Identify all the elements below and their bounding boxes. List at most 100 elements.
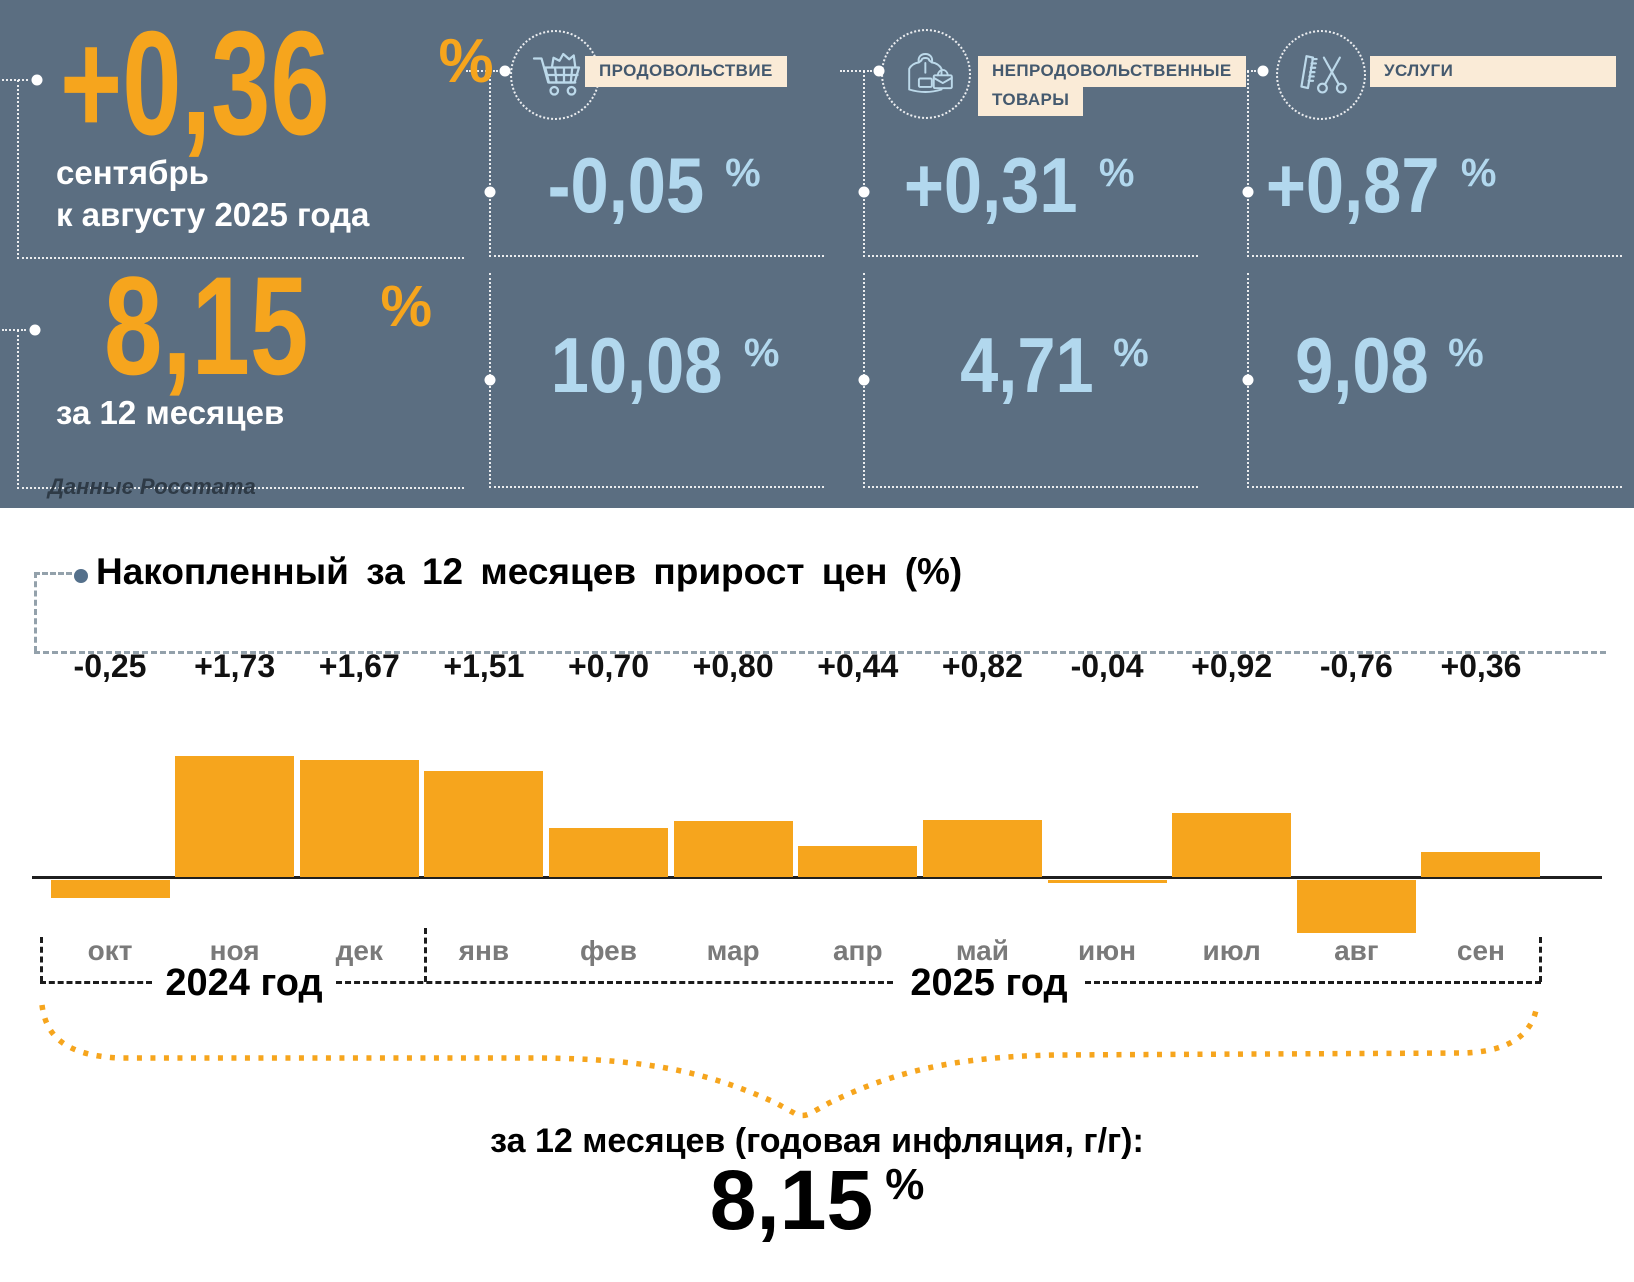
connector-dot xyxy=(29,324,41,336)
bar-фев xyxy=(549,828,669,877)
connector-dot xyxy=(1242,374,1254,386)
connector-dot xyxy=(873,65,885,77)
services-monthly-value: +0,87% xyxy=(1240,146,1510,224)
monthly-caption-line1: сентябрь xyxy=(56,154,209,191)
bar-value-label: +0,44 xyxy=(817,648,899,684)
connector-dot xyxy=(858,186,870,198)
annual-inflation-value: 8,15 xyxy=(104,247,309,404)
connector-dot xyxy=(484,186,496,198)
bar-мар xyxy=(673,821,793,877)
cart-icon xyxy=(532,52,581,96)
scissors-comb-icon xyxy=(1300,55,1347,94)
month-label: ноя xyxy=(209,935,260,966)
bar-май xyxy=(922,820,1042,877)
year-riser-right xyxy=(1539,937,1542,982)
percent-sign: % xyxy=(743,331,780,375)
month-label: дек xyxy=(335,935,383,966)
percent-sign: % xyxy=(1098,151,1135,195)
connector-line xyxy=(2,329,26,331)
year-riser-left xyxy=(40,937,43,982)
services-label-chip: УСЛУГИ xyxy=(1370,56,1616,87)
food-label-chip: ПРОДОВОЛЬСТВИЕ xyxy=(585,56,787,87)
annual-inflation-headline: 8,15% xyxy=(104,247,433,404)
bar-дек xyxy=(299,760,419,877)
food-monthly-value: -0,05% xyxy=(489,146,809,224)
connector-dot xyxy=(484,374,496,386)
month-label: фев xyxy=(580,935,637,966)
chart-baseline xyxy=(32,876,1602,879)
bar-ноя xyxy=(175,756,295,877)
year-dash-segment xyxy=(336,981,893,984)
year-label-2024: 2024 год xyxy=(165,962,323,1004)
connector-line xyxy=(2,79,28,81)
services-annual-number: 9,08 xyxy=(1295,321,1430,409)
frame-nonfood-monthly xyxy=(863,71,1198,257)
frame-main-monthly xyxy=(17,80,464,259)
title-dash-stub xyxy=(34,572,72,575)
bar-value-label: -0,04 xyxy=(1070,648,1144,684)
bar-янв xyxy=(424,771,544,877)
monthly-inflation-headline: +0,36% xyxy=(60,1,494,166)
percent-sign: % xyxy=(1113,331,1149,375)
bar-value-label: +0,36 xyxy=(1440,648,1522,684)
bar-value-label: +1,67 xyxy=(318,648,400,684)
bar-апр xyxy=(798,846,918,877)
bar-value-label: +0,80 xyxy=(692,648,774,684)
services-monthly-number: +0,87 xyxy=(1265,141,1440,229)
connector-dot xyxy=(1242,186,1254,198)
bar-сен xyxy=(1421,852,1541,877)
bar-value-label: +0,92 xyxy=(1191,648,1273,684)
connector-line xyxy=(840,70,872,72)
bar-value-label: +0,82 xyxy=(941,648,1023,684)
bar-value-label: -0,76 xyxy=(1319,648,1393,684)
percent-sign: % xyxy=(1448,331,1484,375)
food-monthly-number: -0,05 xyxy=(547,141,705,229)
month-label: июн xyxy=(1078,935,1137,966)
connector-dot xyxy=(499,65,511,77)
frame-main-annual xyxy=(17,330,464,489)
monthly-caption: сентябрь к августу 2025 года xyxy=(56,152,369,236)
monthly-caption-line2: к августу 2025 года xyxy=(56,196,370,234)
title-dash-bottom xyxy=(34,651,1606,654)
bar-value-label: +1,51 xyxy=(443,648,525,684)
title-dash-left xyxy=(34,572,37,652)
frame-food-monthly xyxy=(489,71,824,257)
services-icon-circle xyxy=(1276,30,1366,120)
bar-chart: -0,25 окт +1,73 ноя +1,67 дек +1,51 янв +0,70 фев… xyxy=(0,640,1634,980)
title-bullet xyxy=(74,569,88,583)
nonfood-annual-number: 4,71 xyxy=(960,321,1095,409)
header-panel: +0,36% сентябрь к августу 2025 года 8,15… xyxy=(0,0,1634,508)
annual-total-caption: за 12 месяцев (годовая инфляция, г/г): xyxy=(490,1122,1144,1160)
source-note: Данные Росстата xyxy=(48,474,256,499)
percent-sign: % xyxy=(1460,151,1497,195)
percent-sign: % xyxy=(438,27,494,96)
percent-sign: % xyxy=(725,151,761,195)
nonfood-label-chip-line2: ТОВАРЫ xyxy=(978,85,1084,116)
month-label: янв xyxy=(458,935,510,966)
month-label: авг xyxy=(1334,935,1379,966)
annual-total-number: 8,15 xyxy=(709,1153,874,1247)
annual-total-value: 8,15% xyxy=(317,1158,1317,1242)
percent-sign: % xyxy=(885,1160,925,1209)
clothes-bag-icon xyxy=(908,53,953,93)
monthly-inflation-value: +0,36 xyxy=(60,1,330,166)
frame-services-monthly xyxy=(1247,71,1622,257)
services-annual-value: 9,08% xyxy=(1250,326,1520,404)
annual-caption: за 12 месяцев xyxy=(56,394,285,431)
connector-dot xyxy=(858,374,870,386)
connector-dot xyxy=(31,74,43,86)
bar-value-label: +0,70 xyxy=(568,648,649,684)
percent-sign: % xyxy=(380,274,433,339)
bar-июл xyxy=(1172,813,1292,877)
year-dash-segment xyxy=(40,981,152,984)
connector-line xyxy=(466,70,498,72)
chart-title: Накопленный за 12 месяцев прирост цен (%… xyxy=(96,551,963,592)
month-label: апр xyxy=(832,935,883,966)
year-dash-segment xyxy=(1085,981,1541,984)
nonfood-monthly-value: +0,31% xyxy=(863,146,1163,224)
month-label: мар xyxy=(706,935,760,966)
bar-value-label: +1,73 xyxy=(194,648,276,684)
year-riser-mid xyxy=(424,928,427,982)
month-label: май xyxy=(955,935,1009,966)
